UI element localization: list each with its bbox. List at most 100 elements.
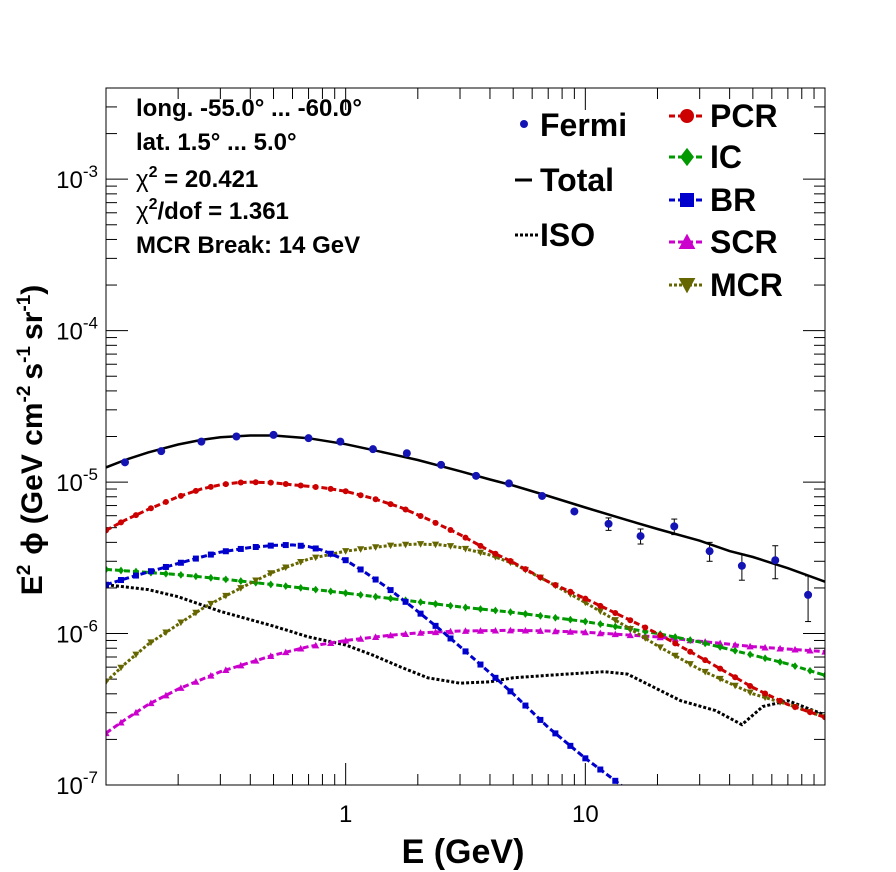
marker-br: [192, 555, 199, 562]
marker-pcr: [822, 714, 825, 721]
marker-mcr: [476, 549, 485, 557]
marker-pcr: [147, 505, 154, 512]
series-br: [106, 542, 624, 785]
marker-pcr: [417, 512, 424, 519]
marker-scr: [506, 626, 515, 634]
marker-mcr: [312, 554, 320, 562]
marker-pcr: [717, 665, 724, 672]
series-line-mcr: [106, 542, 825, 719]
legend-br-marker: [680, 193, 694, 207]
y-tick-label-exp: -5: [83, 465, 98, 484]
marker-br: [582, 755, 589, 762]
marker-pcr: [447, 527, 454, 534]
y-axis-label-close: ): [16, 285, 49, 295]
marker-pcr: [162, 498, 169, 505]
legend: Fermi Total ISO PCR IC BR SCR MCR: [515, 98, 783, 303]
marker-pcr: [402, 506, 409, 513]
marker-scr: [761, 643, 769, 651]
fermi-point: [504, 479, 513, 488]
marker-ic: [327, 587, 334, 596]
marker-scr: [791, 645, 799, 653]
marker-mcr: [746, 689, 754, 697]
marker-ic: [762, 654, 769, 663]
marker-mcr: [177, 619, 185, 627]
marker-mcr: [626, 625, 634, 633]
marker-ic: [297, 583, 304, 592]
marker-br: [132, 572, 139, 579]
marker-br: [522, 702, 529, 709]
marker-br: [552, 730, 559, 737]
marker-pcr: [207, 483, 214, 490]
marker-ic: [672, 633, 679, 641]
y-tick-label-base: 10: [56, 319, 83, 346]
marker-ic: [106, 565, 109, 574]
marker-scr: [192, 678, 200, 685]
marker-br: [492, 674, 499, 681]
y-tick-label-base: 10: [56, 773, 83, 800]
marker-scr: [626, 631, 634, 639]
marker-pcr: [627, 617, 634, 624]
marker-pcr: [687, 648, 694, 655]
marker-ic: [807, 666, 814, 675]
marker-ic: [507, 608, 514, 616]
marker-pcr: [597, 602, 604, 609]
marker-pcr: [747, 682, 754, 689]
marker-pcr: [357, 492, 364, 499]
marker-pcr: [477, 542, 484, 549]
marker-mcr: [731, 682, 739, 690]
marker-br: [327, 550, 334, 557]
info-longitude: long. -55.0° ... -60.0°: [136, 95, 362, 122]
marker-mcr: [132, 651, 140, 659]
marker-pcr: [192, 487, 199, 494]
marker-br: [372, 576, 379, 583]
series-scr: [106, 626, 825, 737]
marker-scr: [222, 666, 230, 673]
y-tick-label-exp: -3: [83, 162, 98, 181]
fermi-point: [737, 561, 746, 570]
marker-ic: [357, 590, 364, 599]
marker-scr: [327, 639, 335, 646]
marker-ic: [417, 598, 424, 607]
marker-br: [117, 577, 124, 584]
y-tick-label: 10-3: [56, 162, 98, 194]
marker-pcr: [432, 519, 439, 526]
marker-scr: [716, 639, 724, 647]
plot-frame: [105, 87, 826, 786]
marker-mcr: [147, 639, 155, 647]
marker-br: [537, 716, 544, 723]
series-line-ic: [106, 567, 825, 677]
marker-scr: [731, 641, 739, 648]
marker-br: [357, 566, 364, 573]
marker-mcr: [701, 668, 709, 676]
marker-ic: [177, 570, 184, 579]
marker-br: [597, 766, 604, 773]
fermi-point: [120, 458, 129, 467]
marker-scr: [387, 631, 395, 639]
info-chi2-sup: 2: [149, 164, 158, 181]
marker-pcr: [237, 479, 244, 486]
marker-scr: [491, 626, 500, 634]
marker-mcr: [237, 585, 245, 592]
fermi-point: [804, 590, 813, 599]
marker-ic: [612, 622, 619, 631]
y-axis-label: E2ϕ(GeV cm-2s-1sr-1): [14, 285, 49, 596]
legend-ic-label: IC: [710, 139, 742, 175]
y-axis-label-s-sup: -1: [14, 346, 35, 363]
series-fermi: [120, 430, 813, 623]
marker-scr: [611, 630, 619, 638]
marker-mcr: [192, 609, 200, 617]
marker-mcr: [416, 541, 425, 548]
info-chi2: χ2 = 20.421: [136, 164, 258, 193]
marker-ic: [492, 606, 499, 615]
marker-pcr: [132, 512, 139, 519]
marker-br: [222, 548, 229, 555]
legend-fermi-marker: [520, 120, 528, 128]
marker-scr: [252, 657, 260, 664]
marker-scr: [401, 630, 410, 637]
fermi-point: [538, 491, 547, 500]
marker-mcr: [342, 548, 350, 555]
marker-scr: [566, 628, 574, 635]
marker-mcr: [222, 592, 230, 600]
marker-ic: [687, 636, 694, 644]
